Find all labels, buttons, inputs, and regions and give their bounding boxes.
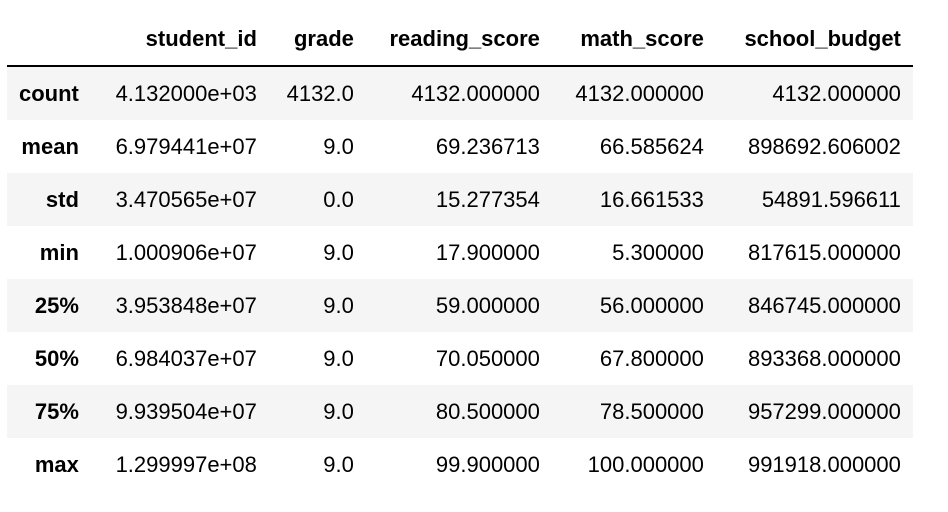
- column-header-student-id: student_id: [90, 12, 269, 67]
- table-body: count 4.132000e+03 4132.0 4132.000000 41…: [7, 66, 913, 491]
- table-cell: 991918.000000: [747, 452, 901, 477]
- column-header-grade: grade: [268, 12, 366, 67]
- table-cell: 80.500000: [435, 399, 540, 424]
- table-cell: 893368.000000: [747, 346, 901, 371]
- table-cell: 9.0: [323, 452, 354, 477]
- table-cell: 3.470565e+07: [115, 187, 257, 212]
- table-header: student_id grade reading_score math_scor…: [7, 12, 913, 67]
- column-header-reading-score: reading_score: [365, 12, 552, 67]
- table-cell: 100.000000: [587, 452, 704, 477]
- table-cell: 0.0: [323, 187, 354, 212]
- table-cell: 9.0: [323, 399, 354, 424]
- row-label: 75%: [34, 399, 79, 424]
- table-cell: 15.277354: [435, 187, 540, 212]
- column-header-school-budget: school_budget: [715, 12, 913, 67]
- table-cell: 9.0: [323, 293, 354, 318]
- table-cell: 54891.596611: [761, 187, 901, 212]
- table-cell: 69.236713: [435, 134, 540, 159]
- row-label: 50%: [34, 346, 79, 371]
- table-cell: 4132.0: [286, 81, 354, 106]
- table-cell: 1.299997e+08: [115, 452, 257, 477]
- index-header: [7, 12, 91, 67]
- table-cell: 9.939504e+07: [115, 399, 257, 424]
- table-cell: 3.953848e+07: [115, 293, 257, 318]
- table-cell: 17.900000: [435, 240, 540, 265]
- table-row: min 1.000906e+07 9.0 17.900000 5.300000 …: [7, 226, 913, 279]
- row-label: min: [39, 240, 79, 265]
- table-cell: 4132.000000: [772, 81, 901, 106]
- table-row: mean 6.979441e+07 9.0 69.236713 66.58562…: [7, 120, 913, 173]
- table-row: std 3.470565e+07 0.0 15.277354 16.661533…: [7, 173, 913, 226]
- table-cell: 5.300000: [612, 240, 704, 265]
- table-cell: 9.0: [323, 240, 354, 265]
- table-cell: 957299.000000: [747, 399, 901, 424]
- table-cell: 9.0: [323, 134, 354, 159]
- row-label: max: [34, 452, 79, 477]
- table-cell: 4132.000000: [411, 81, 540, 106]
- table-row: 25% 3.953848e+07 9.0 59.000000 56.000000…: [7, 279, 913, 332]
- table-cell: 70.050000: [435, 346, 540, 371]
- table-cell: 6.984037e+07: [115, 346, 257, 371]
- row-label: count: [19, 81, 79, 106]
- table-cell: 59.000000: [435, 293, 540, 318]
- table-cell: 67.800000: [599, 346, 704, 371]
- table-row: 50% 6.984037e+07 9.0 70.050000 67.800000…: [7, 332, 913, 385]
- table-cell: 99.900000: [435, 452, 540, 477]
- table-cell: 66.585624: [599, 134, 704, 159]
- table-cell: 56.000000: [599, 293, 704, 318]
- table-cell: 4.132000e+03: [115, 81, 257, 106]
- table-row: 75% 9.939504e+07 9.0 80.500000 78.500000…: [7, 385, 913, 438]
- table-row: count 4.132000e+03 4132.0 4132.000000 41…: [7, 66, 913, 120]
- dataframe-output: student_id grade reading_score math_scor…: [7, 12, 913, 491]
- column-header-math-score: math_score: [551, 12, 716, 67]
- describe-table: student_id grade reading_score math_scor…: [7, 12, 913, 491]
- table-cell: 4132.000000: [575, 81, 704, 106]
- row-label: mean: [21, 134, 79, 159]
- table-cell: 16.661533: [599, 187, 704, 212]
- table-cell: 898692.606002: [747, 134, 901, 159]
- row-label: 25%: [34, 293, 79, 318]
- table-cell: 817615.000000: [747, 240, 901, 265]
- table-cell: 846745.000000: [747, 293, 901, 318]
- table-cell: 9.0: [323, 346, 354, 371]
- table-cell: 6.979441e+07: [115, 134, 257, 159]
- header-row: student_id grade reading_score math_scor…: [7, 12, 913, 67]
- table-cell: 78.500000: [599, 399, 704, 424]
- row-label: std: [45, 187, 79, 212]
- table-row: max 1.299997e+08 9.0 99.900000 100.00000…: [7, 438, 913, 491]
- table-cell: 1.000906e+07: [115, 240, 257, 265]
